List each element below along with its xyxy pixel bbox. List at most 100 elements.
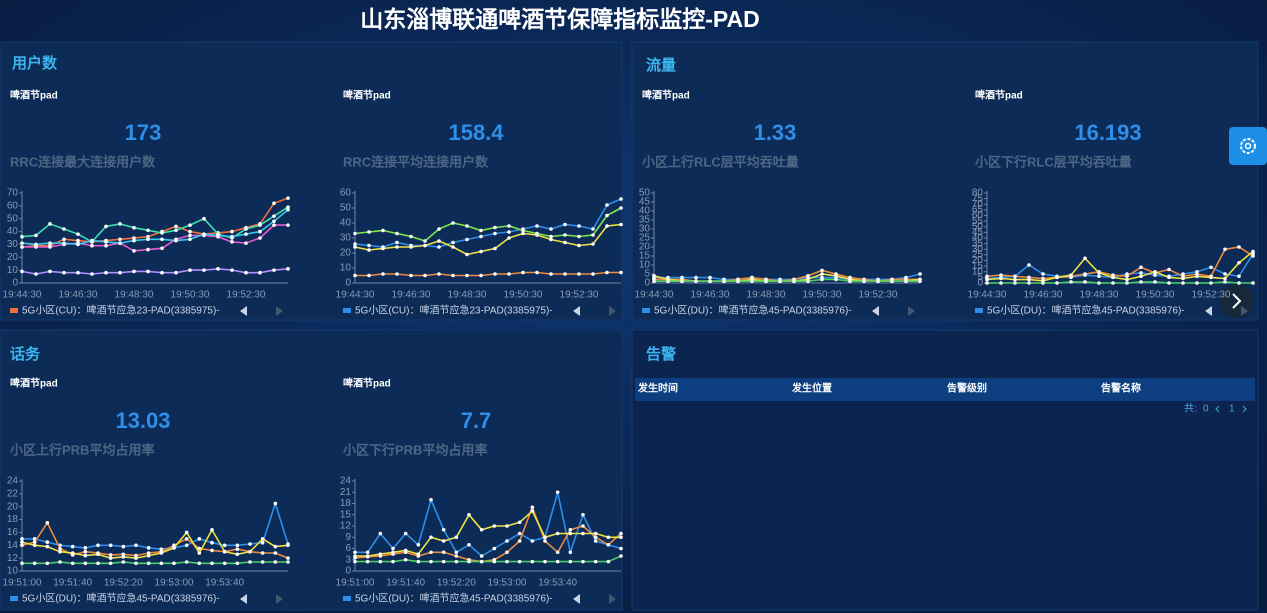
column-header: 告警名称: [1101, 382, 1141, 395]
y-tick-label: 40: [7, 226, 19, 237]
legend-swatch: [10, 308, 18, 313]
data-point: [104, 224, 108, 229]
data-point: [507, 230, 511, 234]
card-label: 啤酒节pad: [642, 89, 690, 102]
data-point: [104, 270, 108, 275]
data-point: [563, 272, 567, 276]
legend-prev[interactable]: [240, 594, 247, 604]
legend-next[interactable]: [609, 594, 616, 604]
data-point: [918, 272, 922, 276]
button-bg[interactable]: [1229, 127, 1267, 165]
data-point: [210, 548, 214, 553]
data-point: [454, 554, 459, 558]
data-point: [258, 270, 262, 275]
legend-next[interactable]: [1241, 306, 1248, 316]
data-point: [286, 543, 290, 548]
data-point: [48, 222, 52, 226]
data-point: [273, 501, 278, 506]
data-point: [260, 537, 265, 541]
data-point: [353, 231, 357, 236]
data-point: [1237, 245, 1241, 249]
legend-label: 5G小区(DU)：啤酒节应急45-PAD(3385976)-: [654, 304, 852, 317]
data-point: [32, 543, 37, 548]
y-tick-label: 9: [345, 532, 351, 543]
data-point: [70, 551, 75, 555]
x-tick-label: 19:44:30: [968, 290, 1007, 301]
y-tick-label: 0: [345, 278, 351, 289]
data-point: [1111, 281, 1115, 285]
data-point: [652, 279, 656, 284]
data-point: [286, 223, 290, 227]
data-point: [593, 559, 598, 564]
data-point: [62, 237, 66, 242]
legend-prev[interactable]: [872, 306, 879, 316]
data-point: [174, 224, 178, 229]
x-tick-label: 19:52:30: [560, 290, 599, 301]
data-point: [652, 274, 656, 278]
data-point: [222, 549, 227, 554]
y-tick-label: 0: [644, 278, 650, 289]
y-tick-label: 55: [972, 216, 984, 227]
data-point: [581, 524, 585, 528]
data-point: [999, 273, 1003, 277]
data-point: [1251, 254, 1255, 258]
legend-next[interactable]: [908, 306, 915, 316]
legend-next[interactable]: [276, 306, 283, 316]
data-point: [197, 561, 202, 566]
legend-prev[interactable]: [240, 306, 247, 316]
gear-hole[interactable]: [1244, 142, 1252, 150]
x-tick-label: 19:52:30: [227, 290, 266, 301]
y-tick-label: 50: [7, 213, 19, 224]
legend-prev[interactable]: [1205, 306, 1212, 316]
data-point: [353, 273, 357, 278]
data-point: [1083, 256, 1087, 261]
data-point: [367, 243, 371, 248]
settings-button[interactable]: [1229, 127, 1267, 165]
legend-prev[interactable]: [573, 306, 580, 316]
data-point: [577, 243, 581, 248]
data-point: [395, 245, 399, 249]
data-point: [479, 249, 483, 254]
card-label: 啤酒节pad: [10, 89, 58, 102]
data-point: [210, 528, 214, 532]
y-tick-label: 10: [639, 260, 651, 271]
data-point: [286, 205, 290, 209]
data-point: [505, 550, 509, 555]
y-tick-label: 30: [639, 224, 651, 235]
gear-icon[interactable]: [1240, 138, 1256, 154]
data-point: [437, 272, 441, 276]
legend-next[interactable]: [609, 306, 616, 316]
data-point: [555, 490, 560, 495]
series-line: [987, 281, 1253, 284]
pager-page[interactable]: 1: [1229, 404, 1235, 415]
data-point: [353, 242, 357, 246]
data-point: [70, 544, 75, 549]
data-point: [48, 245, 52, 249]
legend-next[interactable]: [276, 594, 283, 604]
page-title: 山东淄博联通啤酒节保障指标监控-PAD: [360, 6, 760, 32]
x-tick-label: 19:44:30: [635, 290, 674, 301]
x-tick-label: 19:46:30: [1024, 290, 1063, 301]
pager-prev[interactable]: [1215, 405, 1220, 413]
x-tick-label: 19:46:30: [392, 290, 431, 301]
data-point: [121, 544, 126, 549]
kpi-value: 158.4: [448, 120, 504, 145]
data-point: [517, 520, 522, 525]
x-tick-label: 19:48:30: [1080, 290, 1119, 301]
data-point: [1069, 273, 1073, 277]
series-line: [355, 555, 622, 563]
data-point: [454, 559, 459, 564]
pager-next[interactable]: [1242, 405, 1247, 413]
data-point: [391, 559, 395, 564]
arrow-icon[interactable]: [1232, 293, 1242, 309]
data-point: [134, 561, 138, 566]
data-point: [353, 550, 357, 555]
y-tick-label: 18: [340, 498, 352, 509]
data-point: [391, 546, 395, 551]
data-point: [591, 272, 595, 276]
data-point: [750, 279, 754, 284]
legend-prev[interactable]: [573, 594, 580, 604]
data-point: [619, 197, 623, 201]
data-point: [606, 535, 611, 540]
data-point: [197, 551, 202, 555]
